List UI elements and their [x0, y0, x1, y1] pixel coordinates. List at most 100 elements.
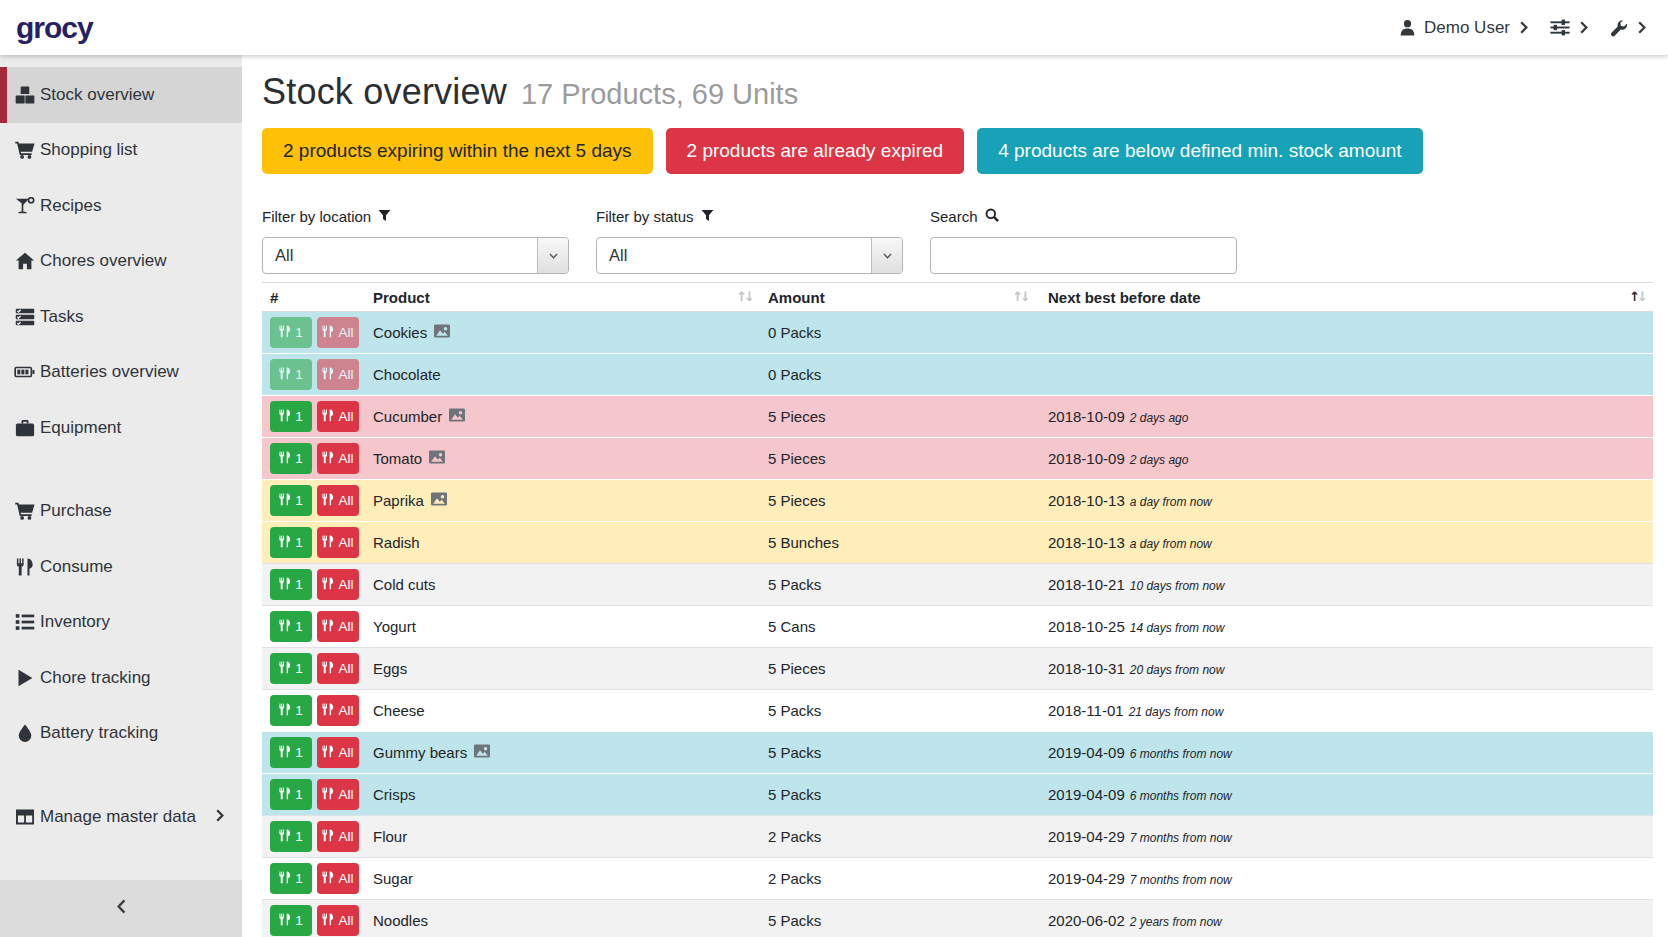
product-name[interactable]: Sugar [373, 870, 413, 887]
consume-all-button[interactable]: All [317, 359, 359, 390]
sidebar-item-chores-overview[interactable]: Chores overview [0, 234, 242, 290]
consume-one-button[interactable]: 1 [270, 779, 312, 810]
col-header-date[interactable]: Next best before date↑↓ [1036, 283, 1653, 312]
utensils-icon [279, 787, 291, 803]
settings-menu[interactable] [1550, 19, 1588, 36]
consume-all-button[interactable]: All [317, 821, 359, 852]
consume-all-button[interactable]: All [317, 737, 359, 768]
utensils-icon [279, 703, 291, 719]
product-name[interactable]: Paprika [373, 492, 424, 509]
product-name[interactable]: Cold cuts [373, 576, 436, 593]
sidebar-item-equipment[interactable]: Equipment [0, 400, 242, 456]
status-filter-select[interactable]: All [596, 237, 903, 274]
droplet-icon [14, 724, 35, 742]
utensils-icon [279, 871, 291, 887]
col-header-amount[interactable]: Amount↑↓ [760, 283, 1036, 312]
consume-one-button[interactable]: 1 [270, 611, 312, 642]
sidebar-item-shopping-list[interactable]: Shopping list [0, 123, 242, 179]
product-name[interactable]: Radish [373, 534, 420, 551]
consume-all-button[interactable]: All [317, 569, 359, 600]
product-image-icon[interactable] [431, 492, 447, 509]
consume-one-button[interactable]: 1 [270, 527, 312, 558]
consume-all-button[interactable]: All [317, 401, 359, 432]
sidebar-item-battery-tracking[interactable]: Battery tracking [0, 706, 242, 762]
product-name[interactable]: Eggs [373, 660, 407, 677]
product-image-icon[interactable] [434, 324, 450, 341]
product-name[interactable]: Chocolate [373, 366, 441, 383]
search-input[interactable] [930, 237, 1237, 274]
consume-one-button[interactable]: 1 [270, 569, 312, 600]
consume-one-button[interactable]: 1 [270, 485, 312, 516]
consume-all-button[interactable]: All [317, 443, 359, 474]
user-label: Demo User [1424, 18, 1510, 38]
product-image-icon[interactable] [474, 744, 490, 761]
consume-all-button[interactable]: All [317, 485, 359, 516]
sidebar-collapse-button[interactable] [0, 880, 242, 937]
amount-value: 5 Packs [768, 702, 821, 719]
timeago-label: 6 months from now [1130, 789, 1232, 803]
product-name[interactable]: Noodles [373, 912, 428, 929]
play-icon [14, 669, 35, 687]
table-row: 1All Chocolate 0 Packs [262, 354, 1653, 396]
consume-all-button[interactable]: All [317, 905, 359, 936]
consume-one-button[interactable]: 1 [270, 401, 312, 432]
product-name[interactable]: Crisps [373, 786, 416, 803]
utensils-icon [322, 451, 334, 467]
chevron-right-icon [216, 807, 224, 827]
sidebar-item-consume[interactable]: Consume [0, 539, 242, 595]
consume-one-button[interactable]: 1 [270, 863, 312, 894]
product-name[interactable]: Cookies [373, 324, 427, 341]
consume-all-button[interactable]: All [317, 611, 359, 642]
expired-products-alert[interactable]: 2 products are already expired [666, 128, 965, 174]
consume-all-button[interactable]: All [317, 779, 359, 810]
product-name[interactable]: Tomato [373, 450, 422, 467]
best-before-date: 2018-10-31 [1048, 660, 1125, 677]
consume-all-button[interactable]: All [317, 317, 359, 348]
consume-one-button[interactable]: 1 [270, 695, 312, 726]
consume-all-button[interactable]: All [317, 695, 359, 726]
sidebar-item-chore-tracking[interactable]: Chore tracking [0, 650, 242, 706]
consume-one-button[interactable]: 1 [270, 317, 312, 348]
battery-icon [14, 363, 35, 381]
consume-one-button[interactable]: 1 [270, 359, 312, 390]
timeago-label: 7 months from now [1130, 831, 1232, 845]
sidebar-item-manage-master-data[interactable]: Manage master data [0, 789, 242, 845]
consume-all-button[interactable]: All [317, 527, 359, 558]
product-name[interactable]: Flour [373, 828, 407, 845]
grocy-logo[interactable]: grocy [16, 11, 93, 45]
amount-value: 0 Packs [768, 366, 821, 383]
product-name[interactable]: Cucumber [373, 408, 442, 425]
product-name[interactable]: Cheese [373, 702, 425, 719]
product-name[interactable]: Gummy bears [373, 744, 467, 761]
sidebar-item-tasks[interactable]: Tasks [0, 289, 242, 345]
consume-all-button[interactable]: All [317, 863, 359, 894]
amount-value: 5 Packs [768, 744, 821, 761]
page-subtitle: 17 Products, 69 Units [521, 78, 798, 111]
admin-menu[interactable] [1610, 19, 1646, 37]
sidebar-item-stock-overview[interactable]: Stock overview [0, 67, 242, 123]
consume-all-button[interactable]: All [317, 653, 359, 684]
expiring-products-alert[interactable]: 2 products expiring within the next 5 da… [262, 128, 653, 174]
sidebar-item-purchase[interactable]: Purchase [0, 484, 242, 540]
col-header-product[interactable]: Product↑↓ [365, 283, 760, 312]
consume-one-button[interactable]: 1 [270, 737, 312, 768]
table-icon [14, 808, 35, 826]
consume-one-button[interactable]: 1 [270, 821, 312, 852]
best-before-date: 2018-11-01 [1048, 702, 1124, 719]
below-min-stock-alert[interactable]: 4 products are below defined min. stock … [977, 128, 1422, 174]
amount-value: 5 Pieces [768, 408, 826, 425]
consume-one-button[interactable]: 1 [270, 653, 312, 684]
product-image-icon[interactable] [449, 408, 465, 425]
consume-one-button[interactable]: 1 [270, 905, 312, 936]
utensils-icon [279, 493, 291, 509]
sidebar-item-recipes[interactable]: Recipes [0, 178, 242, 234]
user-menu[interactable]: Demo User [1399, 18, 1528, 38]
sidebar-item-inventory[interactable]: Inventory [0, 595, 242, 651]
utensils-icon [322, 829, 334, 845]
briefcase-icon [14, 419, 35, 437]
sidebar-item-batteries-overview[interactable]: Batteries overview [0, 345, 242, 401]
location-filter-select[interactable]: All [262, 237, 569, 274]
product-name[interactable]: Yogurt [373, 618, 416, 635]
product-image-icon[interactable] [429, 450, 445, 467]
consume-one-button[interactable]: 1 [270, 443, 312, 474]
